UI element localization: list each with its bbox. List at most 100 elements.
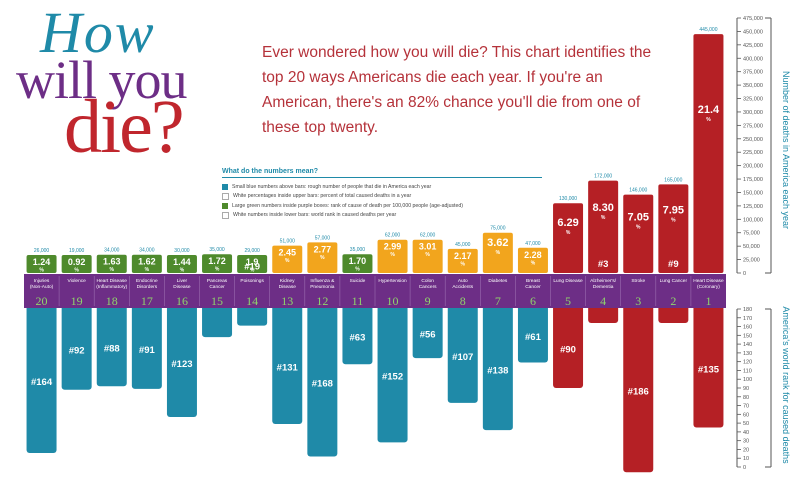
pct-unit: % (461, 261, 466, 267)
category-label: Alzheimer's/ (590, 278, 617, 284)
legend-swatch (222, 183, 228, 190)
lower-bar (26, 305, 57, 453)
cause-rank-label: 18 (106, 294, 118, 308)
lower-axis-tick-label: 40 (743, 430, 749, 436)
deaths-label: 51,000 (280, 239, 296, 245)
lower-axis-tick-label: 20 (743, 447, 749, 453)
lower-bar (588, 305, 619, 323)
deaths-label: 62,000 (420, 233, 436, 239)
world-rank-label: #152 (382, 372, 403, 383)
lower-bar (342, 305, 373, 365)
upper-axis-tick-label: 200,000 (743, 164, 763, 170)
upper-axis-tick-label: 450,000 (743, 29, 763, 35)
lower-bar (61, 305, 92, 390)
pct-unit: % (531, 260, 536, 266)
title-line-will-you: will you (16, 50, 188, 110)
deaths-label: 57,000 (315, 235, 331, 241)
pct-label: 3.62 (487, 237, 508, 249)
cause-rank-label: 17 (141, 294, 153, 308)
upper-axis-tick-label: 375,000 (743, 70, 763, 76)
category-label: (Non-Auto) (30, 284, 54, 290)
pct-label: 2.77 (314, 244, 332, 254)
lower-axis-tick-label: 180 (743, 307, 752, 313)
legend-item: Large green numbers inside purple boxes:… (222, 201, 542, 211)
pct-label: 1.9 (246, 257, 259, 267)
pct-label: 7.95 (663, 205, 684, 217)
world-rank-label: #131 (277, 362, 299, 373)
lower-axis-tick-label: 70 (743, 404, 749, 410)
lower-axis-tick-label: 160 (743, 325, 752, 331)
deaths-label: 445,000 (699, 27, 717, 33)
lower-axis-tick-label: 50 (743, 421, 749, 427)
upper-bar (517, 247, 548, 273)
lower-bar (482, 305, 513, 431)
pct-unit: % (74, 268, 79, 274)
deaths-label: 34,000 (139, 248, 155, 254)
pct-unit: % (285, 258, 290, 264)
legend-item-text: White numbers inside lower bars: world r… (233, 212, 397, 219)
upper-bar (26, 255, 57, 273)
cause-rank-label: 2 (670, 294, 676, 308)
deaths-label: 34,000 (104, 248, 120, 254)
cause-rank-label: 5 (565, 294, 571, 308)
upper-axis-tick-label: 25,000 (743, 258, 760, 264)
lower-axis-tick-label: 130 (743, 351, 752, 357)
world-rank-label: #9 (668, 259, 679, 270)
deaths-label: 130,000 (559, 196, 577, 202)
category-label: Lung Disease (553, 278, 583, 284)
world-rank-label: #138 (487, 366, 508, 377)
pct-label: 6.29 (557, 217, 578, 229)
lower-axis-tick-label: 80 (743, 395, 749, 401)
world-rank-label: #88 (104, 344, 120, 355)
lower-axis-tick-label: 100 (743, 377, 752, 383)
lower-axis-label: America's world rank for caused deaths (781, 306, 791, 464)
intro-text: Ever wondered how you will die? This cha… (262, 44, 652, 136)
category-label: Breast (526, 278, 541, 284)
upper-bar (482, 232, 513, 273)
upper-bar (237, 255, 268, 273)
deaths-label: 35,000 (209, 247, 225, 253)
category-label: Suicide (350, 278, 366, 284)
category-label: Cancers (419, 284, 437, 290)
upper-axis-tick-label: 225,000 (743, 150, 763, 156)
lower-axis-tick-label: 120 (743, 360, 752, 366)
lower-bar (517, 305, 548, 363)
deaths-label: 47,000 (525, 241, 541, 247)
cause-rank-label: 8 (460, 294, 466, 308)
pct-unit: % (496, 250, 501, 256)
legend-item-text: Large green numbers inside purple boxes:… (232, 202, 463, 209)
deaths-label: 26,000 (34, 248, 50, 254)
lower-bar (623, 305, 654, 473)
cause-rank-label: 3 (635, 294, 641, 308)
legend-item-text: Small blue numbers above bars: rough num… (232, 183, 432, 190)
cause-rank-label: 10 (387, 294, 399, 308)
upper-bar (553, 203, 584, 273)
pct-label: 8.30 (592, 202, 613, 214)
lower-axis-tick-label: 90 (743, 386, 749, 392)
pct-unit: % (215, 267, 220, 273)
upper-axis-tick-label: 75,000 (743, 231, 760, 237)
deaths-label: 29,000 (245, 248, 261, 254)
pct-label: 1.62 (138, 257, 156, 267)
deaths-label: 30,000 (174, 248, 190, 254)
world-rank-label: #19 (244, 262, 260, 273)
legend-item-text: White percentages inside upper bars: per… (233, 193, 412, 200)
lower-axis-tick-label: 10 (743, 456, 749, 462)
pct-unit: % (706, 117, 711, 123)
deaths-label: 19,000 (69, 248, 85, 254)
pct-unit: % (145, 267, 150, 273)
pct-label: 2.28 (524, 250, 542, 260)
category-label: Liver (177, 278, 188, 284)
deaths-label: 172,000 (594, 174, 612, 180)
lower-axis-tick-label: 60 (743, 412, 749, 418)
lower-axis-tick-label: 110 (743, 368, 752, 374)
pct-label: 21.4 (698, 104, 720, 116)
lower-axis-tick-label: 30 (743, 439, 749, 445)
lower-bar (166, 305, 197, 417)
category-label: Dementia (593, 284, 614, 290)
cause-rank-label: 11 (352, 294, 364, 308)
category-label: Heart Disease (97, 278, 128, 284)
upper-bar (693, 34, 724, 274)
cause-rank-label: 6 (530, 294, 536, 308)
pct-unit: % (39, 268, 44, 274)
